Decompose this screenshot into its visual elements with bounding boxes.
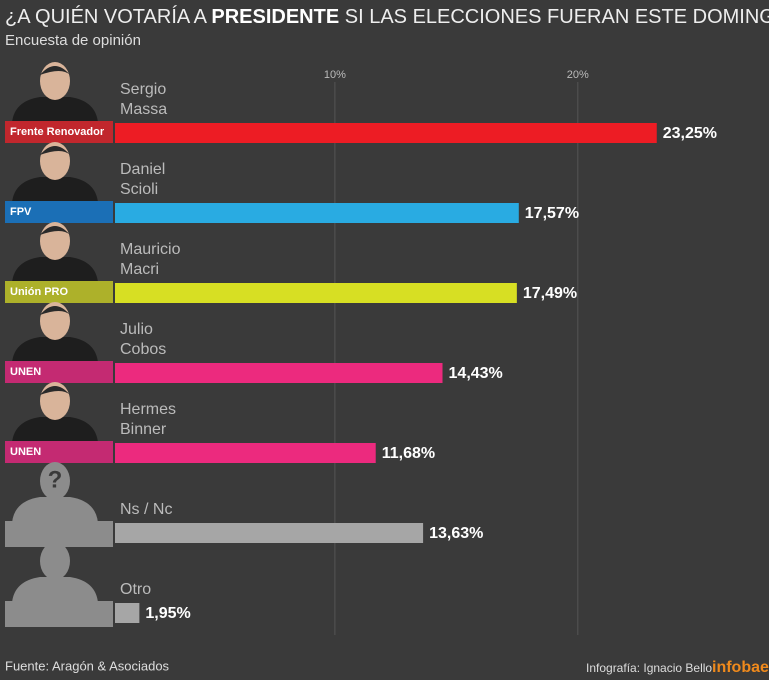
value-label: 17,57%: [525, 205, 579, 222]
silhouette-head: [40, 462, 70, 500]
candidate-photo: [12, 542, 98, 603]
bar: [115, 523, 424, 543]
credit: Infografía: Ignacio Bello: [586, 661, 712, 675]
party-box: [5, 361, 113, 383]
party-label: Unión PRO: [10, 286, 68, 298]
silhouette-head: [40, 542, 70, 580]
candidate-name: Massa: [120, 101, 167, 118]
bar: [115, 203, 519, 223]
bar: [115, 123, 657, 143]
party-box: [5, 601, 113, 627]
party-box: [5, 201, 113, 223]
candidate-photo: [12, 462, 98, 523]
candidate-name: Binner: [120, 421, 167, 438]
value-label: 14,43%: [449, 365, 503, 382]
subtitle: Encuesta de opinión: [5, 32, 141, 49]
silhouette-body: [12, 337, 98, 363]
candidate-name: Julio: [120, 321, 153, 338]
candidate-name: Sergio: [120, 81, 166, 98]
bar: [115, 603, 140, 623]
value-label: 13,63%: [429, 525, 483, 542]
silhouette-body: [12, 577, 98, 603]
candidate-name: Hermes: [120, 401, 176, 418]
title-part: SI LAS ELECCIONES FUERAN ESTE DOMINGO?: [345, 6, 769, 28]
x-tick-label: 20%: [567, 69, 589, 81]
title-part: PRESIDENTE: [211, 6, 339, 28]
party-label: UNEN: [10, 446, 41, 458]
value-label: 1,95%: [145, 605, 190, 622]
value-label: 23,25%: [663, 125, 717, 142]
party-box: [5, 121, 113, 143]
candidate-name: Cobos: [120, 341, 166, 358]
candidate-photo: [12, 302, 98, 363]
candidate-name: Ns / Nc: [120, 501, 172, 518]
hair: [40, 306, 70, 315]
silhouette-body: [12, 257, 98, 283]
candidate-name: Daniel: [120, 161, 165, 178]
bar: [115, 443, 376, 463]
bar: [115, 283, 517, 303]
value-label: 17,49%: [523, 285, 577, 302]
party-box: [5, 521, 113, 547]
candidate-photo: [12, 142, 98, 203]
candidate-name: Macri: [120, 261, 159, 278]
silhouette-body: [12, 177, 98, 203]
party-label: Frente Renovador: [10, 126, 105, 138]
candidate-photo: [12, 222, 98, 283]
party-box: [5, 441, 113, 463]
candidate-name: Scioli: [120, 181, 158, 198]
silhouette-body: [12, 417, 98, 443]
party-label: FPV: [10, 206, 32, 218]
party-box: [5, 281, 113, 303]
value-label: 11,68%: [382, 445, 435, 462]
title-part: ¿A QUIÉN VOTARÍA A: [5, 5, 208, 28]
silhouette-body: [12, 497, 98, 523]
brand-logo: infobae: [712, 659, 769, 676]
party-label: UNEN: [10, 366, 41, 378]
candidate-name: Otro: [120, 581, 151, 598]
bar: [115, 363, 443, 383]
source: Fuente: Aragón & Asociados: [5, 658, 170, 673]
hair: [40, 226, 70, 235]
hair: [40, 66, 70, 75]
silhouette-body: [12, 97, 98, 123]
chart-title: ¿A QUIÉN VOTARÍA A PRESIDENTE SI LAS ELE…: [5, 5, 769, 28]
icon-mark: ?: [48, 466, 63, 493]
x-tick-label: 10%: [324, 69, 346, 81]
candidate-name: Mauricio: [120, 241, 181, 258]
candidate-photo: [12, 62, 98, 123]
hair: [40, 146, 70, 155]
hair: [40, 386, 70, 395]
candidate-photo: [12, 382, 98, 443]
